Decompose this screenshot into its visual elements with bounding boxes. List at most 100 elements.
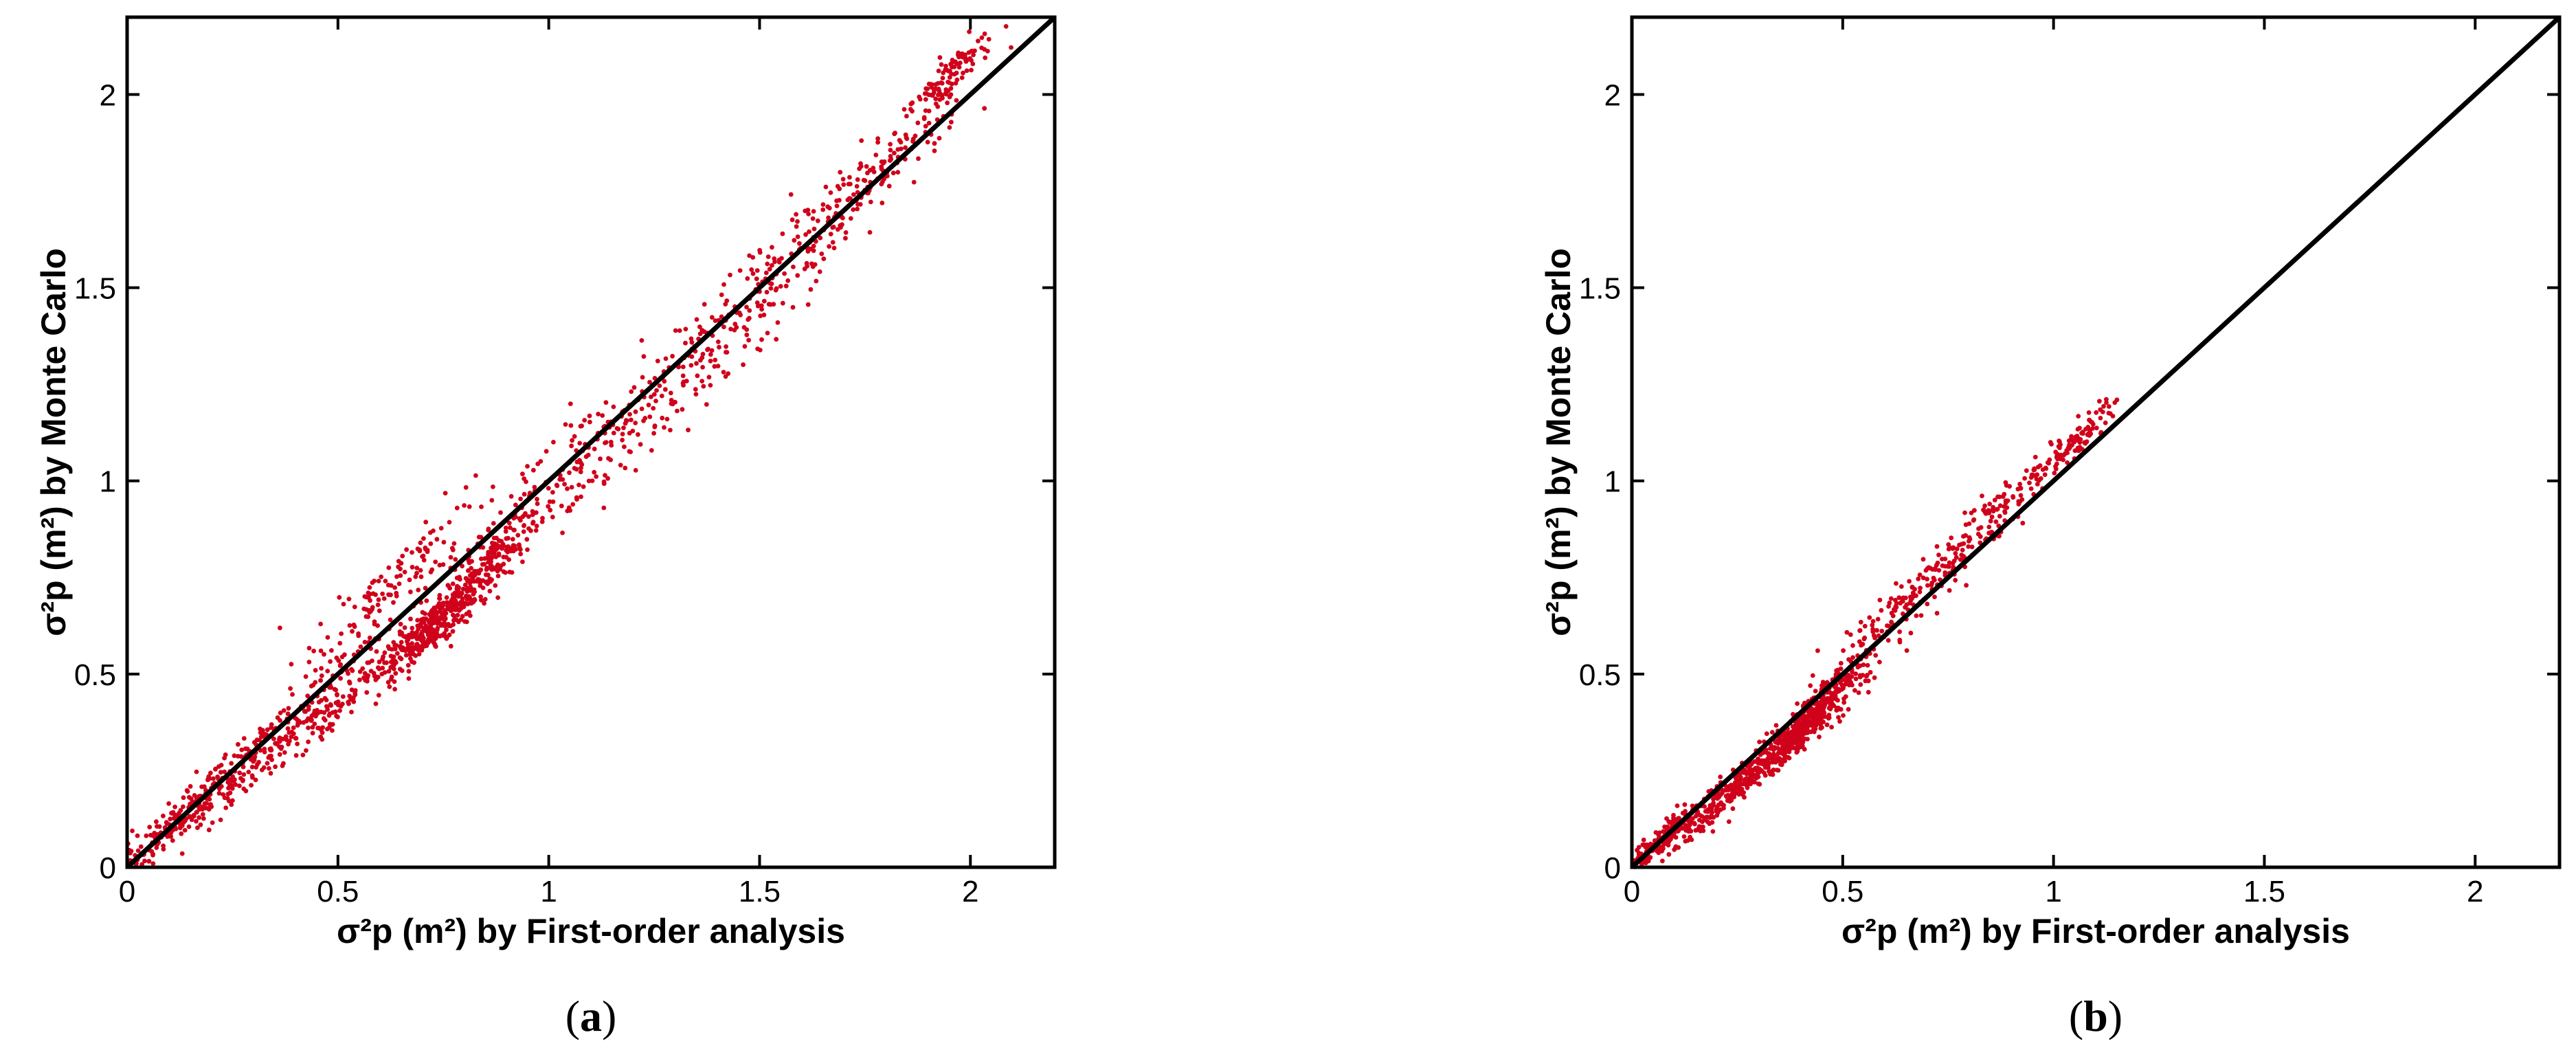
scatter-point — [414, 566, 420, 570]
scatter-point — [1685, 825, 1691, 830]
scatter-point — [475, 577, 480, 582]
scatter-point — [280, 763, 285, 768]
scatter-point — [421, 553, 426, 559]
scatter-point — [2053, 449, 2059, 455]
scatter-point — [1811, 727, 1816, 733]
scatter-point — [1777, 737, 1782, 743]
scatter-point — [1988, 518, 1993, 524]
scatter-point — [979, 45, 984, 50]
scatter-point — [441, 539, 447, 545]
scatter-point — [347, 623, 352, 628]
scatter-point — [520, 514, 526, 520]
scatter-point — [841, 182, 847, 187]
scatter-point — [620, 432, 625, 436]
scatter-point — [423, 611, 427, 616]
scatter-point — [161, 847, 166, 852]
scatter-point — [1907, 579, 1912, 584]
scatter-point — [415, 623, 421, 629]
scatter-point — [1871, 633, 1877, 638]
scatter-point — [611, 404, 616, 410]
scatter-point — [1715, 810, 1721, 815]
scatter-point — [834, 198, 839, 203]
scatter-point — [1733, 780, 1738, 785]
scatter-point — [487, 588, 493, 594]
scatter-point — [567, 470, 572, 476]
scatter-point — [467, 597, 473, 601]
scatter-point — [875, 136, 880, 142]
scatter-point — [1963, 533, 1968, 538]
scatter-point — [697, 324, 702, 329]
scatter-point — [347, 680, 352, 686]
scatter-point — [2094, 410, 2099, 415]
scatter-point — [1886, 603, 1891, 609]
scatter-point — [509, 570, 515, 575]
scatter-point — [482, 597, 488, 602]
x-tick-label: 1 — [540, 875, 557, 908]
scatter-point — [1847, 678, 1852, 683]
scatter-point — [309, 683, 314, 689]
scatter-point — [795, 273, 800, 278]
scatter-point — [582, 418, 587, 423]
plot-frame — [1630, 15, 2562, 869]
scatter-point — [469, 566, 473, 571]
scatter-point — [820, 202, 826, 207]
scatter-point — [491, 484, 495, 489]
scatter-point — [374, 649, 379, 654]
scatter-point — [693, 387, 698, 392]
scatter-point — [810, 216, 816, 221]
scatter-point — [486, 555, 491, 560]
scatter-point — [1857, 673, 1863, 678]
scatter-point — [835, 183, 840, 189]
scatter-point — [709, 348, 715, 353]
scatter-point — [1957, 542, 1962, 548]
scatter-point — [200, 812, 205, 817]
scatter-point — [197, 815, 202, 821]
scatter-point — [286, 706, 291, 711]
scatter-point — [2035, 482, 2040, 487]
scatter-point — [636, 432, 640, 437]
scatter-point — [1929, 580, 1935, 586]
scatter-point — [664, 416, 670, 422]
scatter-point — [568, 401, 573, 406]
scatter-point — [479, 556, 484, 561]
panel-caption: (a) — [565, 992, 617, 1040]
scatter-point — [923, 97, 928, 102]
scatter-point — [817, 269, 822, 274]
panel-caption: (b) — [2069, 992, 2123, 1040]
scatter-point — [1807, 722, 1812, 727]
scatter-point — [1962, 510, 1967, 515]
scatter-point — [181, 795, 186, 801]
scatter-point — [364, 690, 370, 695]
scatter-point — [683, 340, 688, 346]
scatter-point — [758, 313, 763, 318]
scatter-point — [640, 375, 645, 380]
scatter-point — [1982, 503, 1987, 509]
scatter-point — [1846, 682, 1852, 688]
scatter-point — [723, 374, 728, 379]
scatter-point — [335, 693, 339, 698]
scatter-point — [310, 724, 315, 730]
scatter-point — [399, 561, 404, 566]
scatter-point — [295, 742, 300, 746]
scatter-point — [811, 248, 816, 254]
scatter-point — [954, 77, 960, 82]
scatter-point — [1963, 522, 1969, 527]
scatter-point — [686, 427, 691, 433]
scatter-point — [2097, 399, 2102, 404]
scatter-point — [1900, 599, 1905, 604]
scatter-point — [1642, 842, 1646, 847]
scatter-point — [1671, 812, 1676, 818]
scatter-point — [300, 752, 306, 757]
scatter-point — [515, 533, 521, 538]
scatter-point — [535, 496, 539, 502]
scatter-point — [438, 623, 444, 628]
scatter-point — [282, 750, 287, 755]
scatter-point — [963, 58, 968, 63]
scatter-point — [653, 399, 658, 403]
scatter-point — [1781, 757, 1787, 762]
scatter-point — [376, 579, 381, 583]
scatter-point — [855, 206, 860, 212]
scatter-point — [168, 816, 173, 822]
scatter-point — [954, 98, 959, 103]
scatter-point — [277, 752, 282, 757]
